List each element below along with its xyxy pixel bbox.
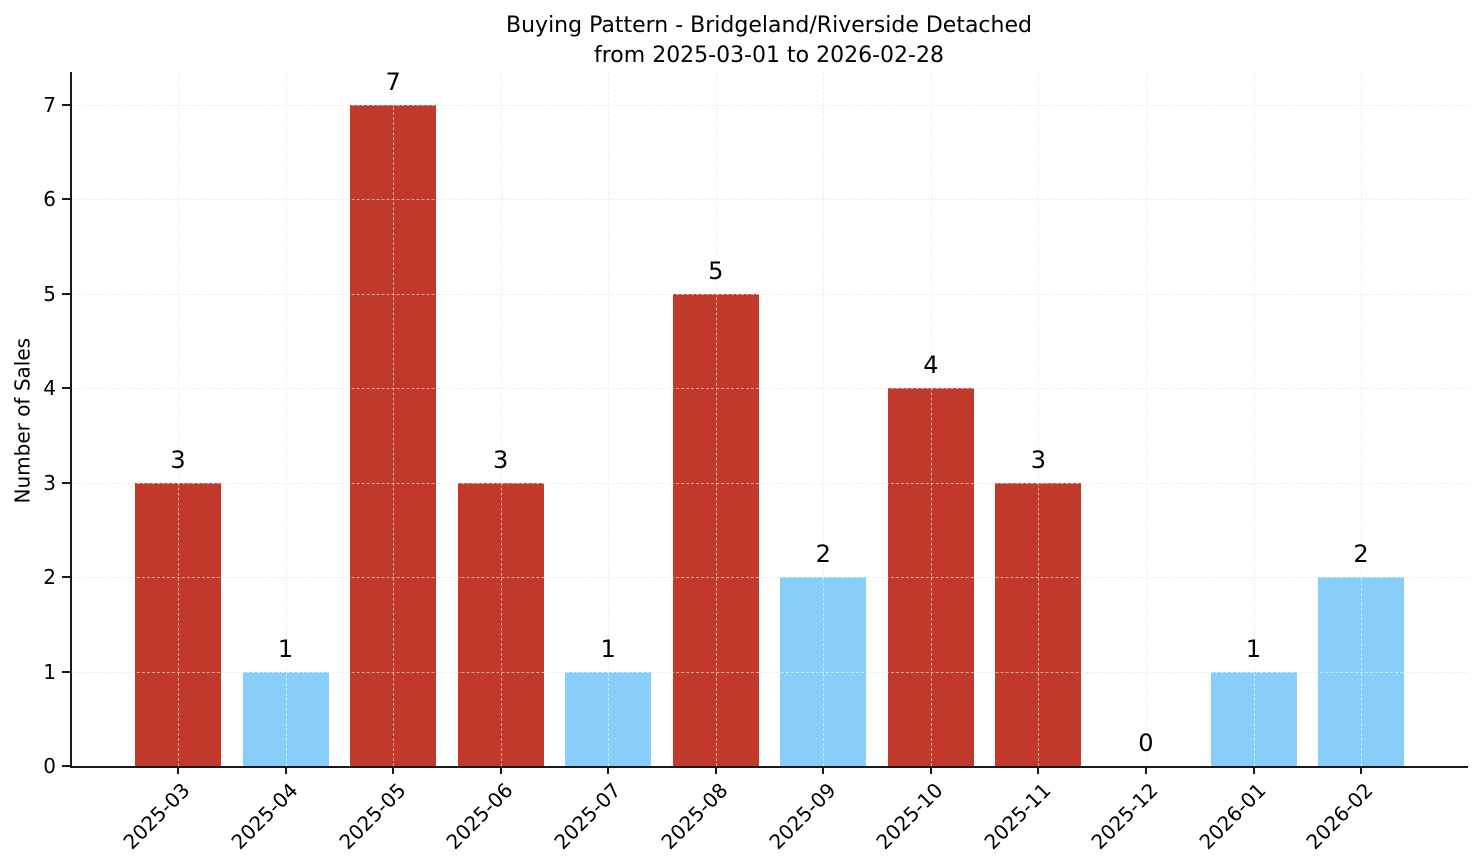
- bar-value-label-2025-03: 3: [170, 445, 186, 474]
- bar-value-label-2025-06: 3: [493, 445, 509, 474]
- x-tick-label-2025-11: 2025-11: [979, 778, 1056, 855]
- y-tick-mark-7: [62, 103, 70, 106]
- y-tick-mark-6: [62, 198, 70, 201]
- chart-title-line1: Buying Pattern - Bridgeland/Riverside De…: [506, 13, 1032, 38]
- bar-2026-02: [1318, 577, 1405, 766]
- x-tick-mark-2025-04: [284, 766, 287, 774]
- bar-value-label-2025-10: 4: [923, 351, 939, 380]
- h-gridline-overlay: [72, 388, 1468, 390]
- y-tick-label-3: 3: [43, 470, 56, 495]
- h-gridline: [72, 388, 1468, 390]
- x-tick-label-2025-03: 2025-03: [118, 778, 195, 855]
- x-tick-mark-2025-08: [714, 766, 717, 774]
- v-gridline: [1145, 72, 1147, 766]
- h-gridline: [72, 482, 1468, 484]
- y-tick-mark-0: [62, 765, 70, 767]
- x-tick-label-2025-05: 2025-05: [334, 778, 411, 855]
- bar-value-label-2025-12: 0: [1138, 729, 1154, 757]
- h-gridline-overlay: [72, 577, 1468, 579]
- x-tick-label-2026-02: 2026-02: [1301, 778, 1379, 855]
- x-tick-label-2025-12: 2025-12: [1086, 778, 1163, 855]
- bar-value-label-2025-04: 1: [277, 634, 294, 663]
- x-tick-mark-2025-03: [177, 766, 179, 774]
- bar-2025-06: [457, 482, 544, 766]
- x-tick-mark-2025-10: [929, 766, 932, 774]
- y-tick-label-4: 4: [43, 376, 56, 401]
- x-tick-mark-2025-09: [822, 766, 825, 774]
- x-tick-mark-2025-05: [392, 766, 395, 774]
- y-axis-label: Number of Sales: [10, 337, 35, 504]
- bar-2025-08: [672, 293, 759, 766]
- y-tick-mark-5: [62, 292, 70, 295]
- y-tick-mark-4: [62, 387, 70, 390]
- x-tick-mark-2026-02: [1360, 766, 1363, 774]
- bar-value-label-2026-01: 1: [1245, 634, 1262, 663]
- y-tick-mark-2: [62, 576, 70, 579]
- h-gridline-overlay: [72, 199, 1468, 201]
- x-tick-label-2026-01: 2026-01: [1194, 778, 1271, 855]
- bar-2025-07: [565, 671, 652, 766]
- y-tick-label-7: 7: [43, 92, 56, 117]
- chart-title: Buying Pattern - Bridgeland/Riverside De…: [70, 11, 1468, 71]
- bar-2025-04: [242, 671, 329, 766]
- x-tick-label-2025-10: 2025-10: [871, 778, 948, 855]
- chart-title-line2: from 2025-03-01 to 2026-02-28: [594, 43, 944, 68]
- y-tick-mark-1: [62, 670, 70, 673]
- h-gridline-overlay: [72, 293, 1468, 295]
- x-tick-label-2025-07: 2025-07: [549, 778, 626, 855]
- bar-2025-09: [780, 577, 867, 766]
- x-tick-mark-2025-07: [607, 766, 610, 774]
- x-tick-label-2025-04: 2025-04: [226, 778, 303, 855]
- bar-value-label-2025-09: 2: [815, 540, 831, 569]
- x-tick-mark-2025-11: [1037, 766, 1040, 774]
- x-tick-label-2025-08: 2025-08: [656, 778, 733, 855]
- plot-area: 3 1 7 3 1 5 2 4 3 0 1 2 0 1 2 3 4 5 6 7 2025-03 2025-04 2025-0…: [43, 68, 1468, 854]
- bar-value-label-2025-07: 1: [600, 634, 616, 663]
- y-tick-label-1: 1: [43, 659, 56, 684]
- bar-value-label-2025-08: 5: [708, 256, 724, 285]
- h-gridline: [72, 104, 1468, 106]
- h-gridline-overlay: [72, 482, 1468, 484]
- y-tick-mark-3: [62, 481, 70, 484]
- y-tick-label-6: 6: [43, 187, 56, 212]
- h-gridline-overlay: [72, 104, 1468, 106]
- bar-2025-03: [135, 482, 221, 766]
- bar-2026-01: [1210, 671, 1297, 766]
- bar-value-label-2026-02: 2: [1353, 540, 1369, 569]
- h-gridline: [72, 199, 1468, 201]
- x-tick-mark-2025-06: [499, 766, 502, 774]
- bar-2025-05: [350, 105, 437, 766]
- y-tick-label-5: 5: [43, 281, 56, 306]
- x-tick-mark-2025-12: [1144, 766, 1147, 774]
- x-tick-label-2025-06: 2025-06: [441, 778, 518, 855]
- y-tick-label-0: 0: [43, 754, 56, 778]
- y-tick-label-2: 2: [43, 565, 56, 590]
- v-gridline-overlay: [1145, 72, 1147, 766]
- x-tick-label-2025-09: 2025-09: [764, 778, 841, 855]
- x-tick-mark-2026-01: [1252, 766, 1255, 774]
- bar-2025-10: [887, 388, 974, 766]
- bar-2025-11: [995, 482, 1082, 766]
- bar-value-label-2025-05: 7: [385, 68, 401, 96]
- bar-value-label-2025-11: 3: [1030, 445, 1047, 474]
- h-gridline: [72, 577, 1468, 579]
- h-gridline: [72, 293, 1468, 295]
